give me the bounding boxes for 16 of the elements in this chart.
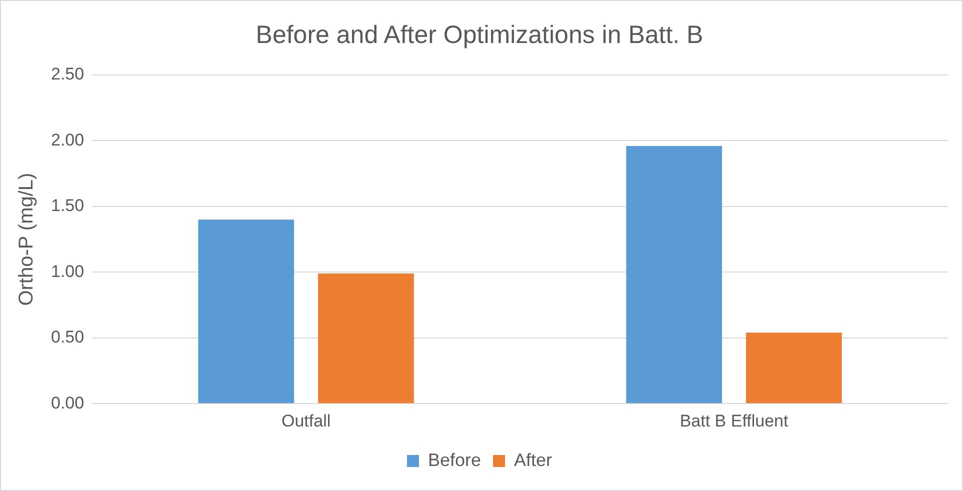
bar	[746, 332, 842, 404]
bar	[198, 220, 294, 404]
bar	[626, 146, 722, 404]
x-tick-label: Outfall	[281, 411, 331, 430]
y-tick-label: 0.50	[50, 328, 84, 347]
legend-label: After	[514, 450, 552, 470]
bar	[318, 273, 414, 404]
y-axis-title: Ortho-P (mg/L)	[16, 172, 38, 306]
legend-label: Before	[428, 450, 482, 470]
y-tick-label: 2.50	[50, 64, 84, 84]
y-tick-label: 0.00	[50, 393, 84, 412]
y-tick-label: 2.00	[50, 130, 84, 150]
y-tick-label: 1.00	[50, 262, 84, 281]
x-tick-label: Batt B Effluent	[680, 411, 788, 430]
y-tick-label: 1.50	[50, 196, 84, 216]
chart-title: Before and After Optimizations in Batt. B	[256, 20, 704, 49]
